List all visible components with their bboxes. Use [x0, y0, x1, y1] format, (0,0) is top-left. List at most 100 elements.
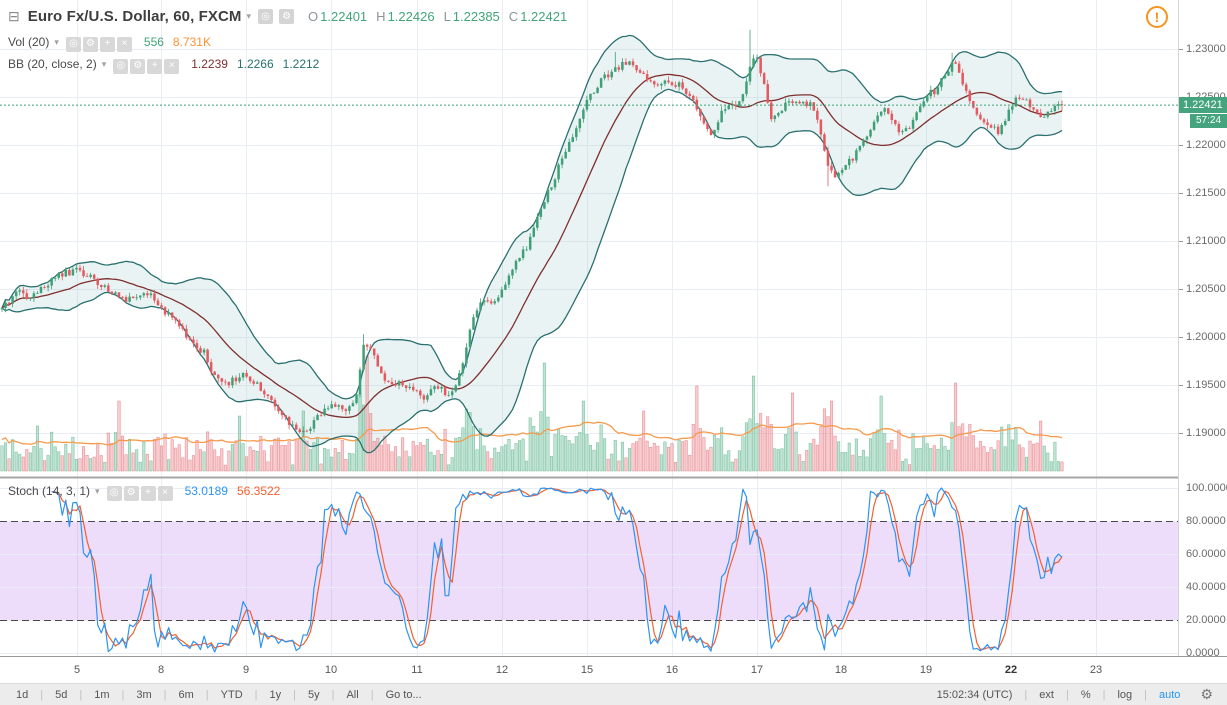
time-axis-label: 16: [665, 664, 679, 676]
price-tick: [1179, 384, 1183, 386]
separator: |: [1102, 688, 1106, 701]
range-button-5d[interactable]: 5d: [55, 688, 68, 701]
separator: |: [1144, 688, 1148, 701]
time-axis-label: 15: [580, 664, 594, 676]
separator: |: [79, 688, 83, 701]
chevron-down-icon[interactable]: ▾: [95, 485, 100, 496]
ohlc-pair: H 1.22426: [376, 9, 434, 24]
indicator-value: 53.0189: [184, 484, 228, 499]
price-tick: [1179, 288, 1183, 290]
ohlc-value: 1.22401: [320, 9, 368, 24]
separator: |: [293, 688, 296, 701]
clock: 15:02:34 (UTC): [936, 688, 1013, 701]
close-icon[interactable]: ×: [164, 58, 180, 74]
stoch-indicator-name[interactable]: Stoch (14, 3, 1): [8, 484, 91, 499]
mode-button-auto[interactable]: auto: [1159, 688, 1181, 701]
stoch-k-line: [51, 487, 1063, 653]
plus-icon[interactable]: +: [99, 36, 115, 52]
close-icon[interactable]: ×: [116, 36, 132, 52]
time-axis[interactable]: 5 8 9 10 11 12 15 16 17 18 19 22 23: [0, 656, 1227, 683]
range-button-ytd[interactable]: YTD: [220, 688, 243, 701]
range-button-1y[interactable]: 1y: [269, 688, 282, 701]
bar-countdown-badge: 57:24: [1190, 113, 1227, 128]
time-axis-label: 10: [324, 664, 338, 676]
visibility-icon[interactable]: ◎: [65, 36, 81, 52]
separator: |: [121, 688, 125, 701]
symbol-title[interactable]: Euro Fx/U.S. Dollar, 60, FXCM: [27, 8, 242, 25]
indicator-value: 1.2212: [282, 57, 320, 72]
price-tick: [1179, 336, 1183, 338]
price-tick: [1179, 48, 1183, 50]
ohlc-label: H: [376, 9, 386, 24]
volume-indicator-name[interactable]: Vol (20): [8, 35, 50, 50]
price-axis[interactable]: 1.230001.225001.220001.215001.210001.205…: [1178, 0, 1227, 683]
gear-icon[interactable]: ⚙: [279, 9, 295, 24]
price-axis-label: 1.20500: [1186, 283, 1226, 295]
price-tick: [1179, 240, 1183, 242]
volume-icon-buttons: ◎ ⚙ + ×: [64, 33, 132, 52]
bb-indicator-name[interactable]: BB (20, close, 2): [8, 57, 97, 72]
close-icon[interactable]: ×: [157, 485, 173, 501]
bb-values: 1.2239 1.2266 1.2212: [191, 57, 319, 71]
separator: |: [40, 688, 44, 701]
indicator-value: 56.3522: [236, 484, 281, 499]
mode-button-percent[interactable]: %: [1080, 688, 1091, 701]
range-button-1d[interactable]: 1d: [16, 688, 29, 701]
ohlc-pair: O 1.22401: [308, 9, 367, 24]
volume-values: 556 8.731K: [144, 35, 211, 49]
time-axis-label: 11: [411, 664, 423, 676]
ohlc-label: C: [508, 9, 519, 24]
indicator-value: 1.2239: [191, 57, 228, 72]
collapse-icon[interactable]: ⊟: [8, 8, 20, 24]
separator: |: [331, 688, 335, 701]
time-axis-label: 18: [834, 664, 848, 676]
warning-icon[interactable]: !: [1146, 6, 1168, 28]
time-axis-label: 19: [919, 664, 933, 676]
gear-icon[interactable]: ⚙: [82, 36, 98, 52]
chevron-down-icon[interactable]: ▾: [54, 36, 59, 47]
time-axis-label: 17: [750, 664, 764, 676]
bb-upper-line: [1, 34, 1063, 400]
range-button-6m[interactable]: 6m: [178, 688, 194, 701]
visibility-icon[interactable]: ◎: [113, 58, 129, 74]
bb-icon-buttons: ◎ ⚙ + ×: [111, 55, 180, 74]
range-button-5y[interactable]: 5y: [307, 688, 320, 701]
plus-icon[interactable]: +: [140, 485, 156, 501]
time-axis-label: 8: [157, 664, 165, 676]
time-axis-label: 5: [73, 664, 81, 676]
price-tick: [1179, 144, 1183, 146]
scale-mode-buttons: | ext |% | log | auto: [1024, 689, 1192, 701]
gear-icon[interactable]: ⚙: [130, 58, 146, 74]
price-axis-label: 1.21500: [1186, 187, 1226, 199]
ohlc-pair: C 1.22421: [509, 9, 567, 24]
stoch-axis-label: 100.0000: [1186, 482, 1227, 494]
visibility-icon[interactable]: ◎: [258, 9, 274, 24]
chevron-down-icon[interactable]: ▾: [246, 11, 252, 21]
settings-gear-icon[interactable]: ⚙: [1200, 686, 1213, 702]
ohlc-label: O: [308, 9, 319, 24]
price-axis-label: 1.19500: [1186, 379, 1226, 391]
indicator-value: 556: [143, 35, 164, 50]
volume-ma-line: [1, 421, 1063, 446]
mode-button-ext[interactable]: ext: [1039, 688, 1054, 701]
price-tick: [1179, 192, 1183, 194]
gear-icon[interactable]: ⚙: [123, 485, 139, 501]
mode-button-log[interactable]: log: [1117, 688, 1133, 701]
price-axis-label: 1.21000: [1186, 235, 1226, 247]
plus-icon[interactable]: +: [147, 58, 163, 74]
indicator-value: 1.2266: [236, 57, 274, 72]
range-button-1m[interactable]: 1m: [94, 688, 110, 701]
range-button-all[interactable]: All: [346, 688, 359, 701]
separator: |: [1024, 688, 1028, 701]
bb-fill: [2, 35, 1062, 453]
range-buttons: 1d | 5d | 1m | 3m | 6m | YTD | 1y | 5y | All | Go to...: [0, 689, 434, 701]
chevron-down-icon[interactable]: ▾: [101, 58, 107, 69]
time-axis-label: 22: [1004, 664, 1018, 676]
separator: |: [1065, 688, 1069, 701]
range-button-3m[interactable]: 3m: [136, 688, 152, 701]
chart-canvas[interactable]: [0, 0, 1178, 656]
visibility-icon[interactable]: ◎: [106, 485, 122, 501]
current-price-badge: 1.22421: [1179, 96, 1227, 113]
range-button-goto[interactable]: Go to...: [385, 688, 422, 701]
